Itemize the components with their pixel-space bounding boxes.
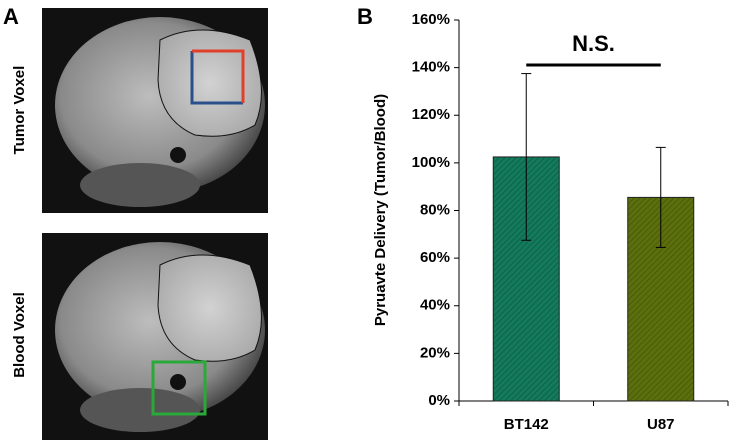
- image-label: Tumor Voxel: [11, 66, 28, 155]
- y-tick-label: 40%: [420, 297, 450, 314]
- y-tick-label: 0%: [428, 392, 450, 409]
- panel-label: A: [3, 4, 19, 29]
- x-tick-label: U87: [647, 416, 675, 433]
- y-tick-label: 160%: [412, 11, 450, 28]
- panel-label: B: [357, 4, 373, 29]
- y-tick-label: 20%: [420, 344, 450, 361]
- mri-image: [42, 8, 268, 213]
- image-label: Blood Voxel: [11, 292, 28, 378]
- y-tick-label: 140%: [412, 59, 450, 76]
- mri-image: [42, 233, 268, 440]
- y-tick-label: 120%: [412, 106, 450, 123]
- y-tick-label: 60%: [420, 249, 450, 266]
- bar: [492, 156, 560, 402]
- significance-label: N.S.: [572, 31, 615, 56]
- y-axis-label: Pyruavte Delivery (Tumor/Blood): [372, 94, 389, 326]
- x-tick-label: BT142: [504, 416, 549, 433]
- y-tick-label: 100%: [412, 154, 450, 171]
- y-tick-label: 80%: [420, 201, 450, 218]
